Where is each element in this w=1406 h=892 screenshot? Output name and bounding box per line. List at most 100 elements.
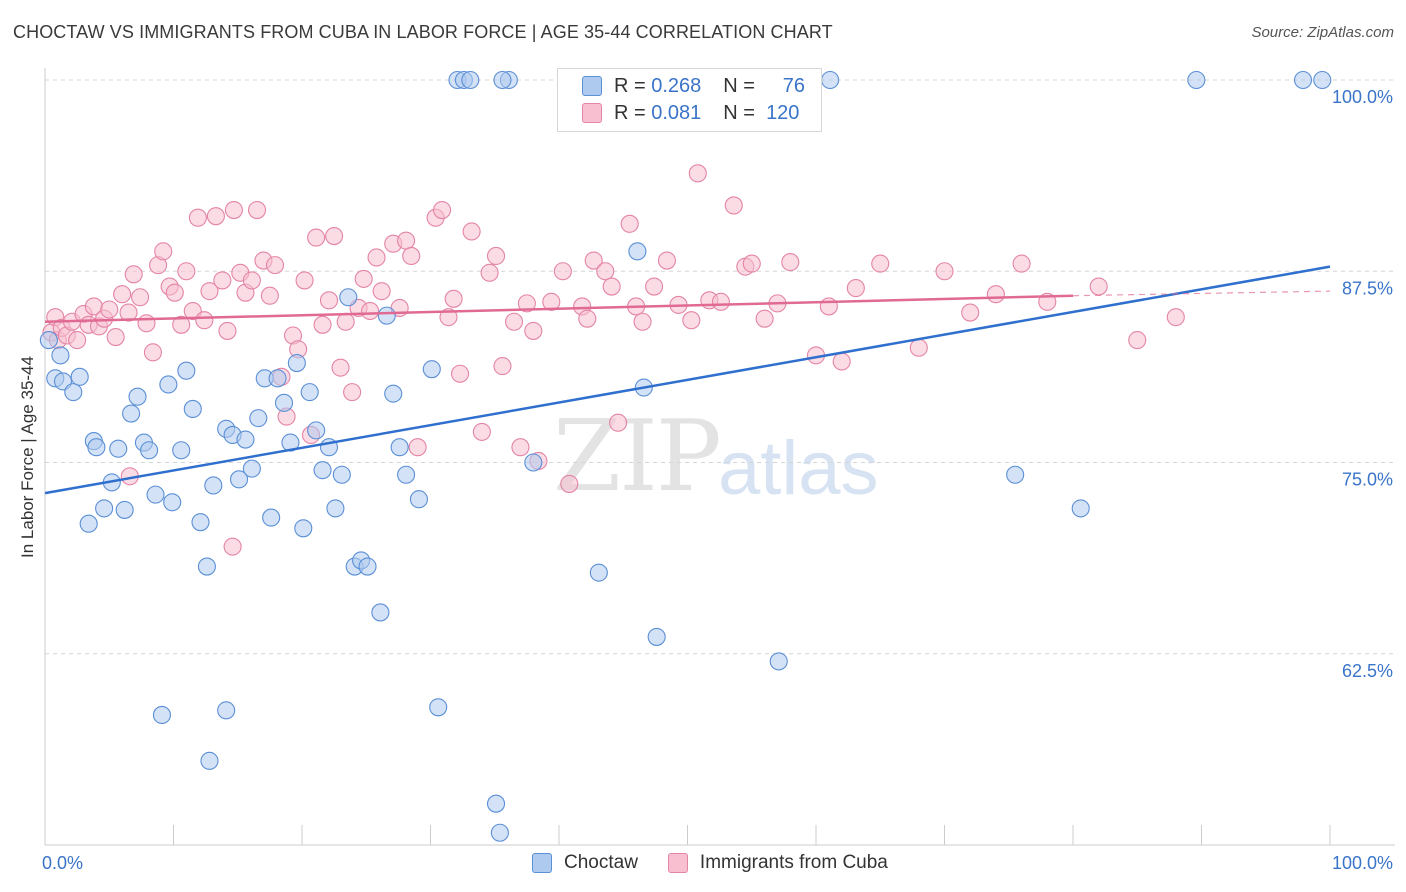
cuba-point — [688, 164, 707, 183]
choctaw-point — [589, 563, 608, 582]
cuba-point — [444, 289, 463, 308]
cuba-trend-line — [44, 294, 1074, 323]
cuba-point — [633, 312, 652, 331]
cuba-point — [331, 358, 350, 377]
cuba-point — [584, 251, 603, 270]
choctaw-point — [821, 70, 840, 90]
cuba-point — [1128, 331, 1147, 350]
cuba-point — [223, 537, 242, 556]
cuba-point — [781, 253, 800, 272]
cuba-point — [832, 352, 851, 371]
cuba-point — [935, 262, 954, 281]
cuba-point — [504, 312, 524, 331]
y-tick-label: 75.0% — [1342, 470, 1393, 490]
cuba-point — [367, 248, 386, 267]
cuba-point — [511, 438, 530, 457]
choctaw-point — [249, 409, 268, 428]
cuba-point — [1012, 254, 1031, 273]
choctaw-point — [197, 557, 216, 576]
cuba-point — [213, 271, 232, 290]
choctaw-point — [332, 465, 351, 484]
cuba-point — [682, 311, 701, 330]
cuba-point — [909, 338, 928, 357]
cuba-point — [361, 301, 380, 321]
choctaw-point — [236, 430, 255, 449]
n-label: N = — [723, 74, 755, 97]
choctaw-point — [115, 500, 134, 519]
choctaw-point — [51, 346, 70, 365]
cuba-point — [165, 283, 184, 302]
cuba-point — [542, 292, 561, 311]
choctaw-point — [79, 514, 98, 533]
cuba-point — [124, 265, 143, 284]
x-tick-label-min: 0.0% — [42, 853, 83, 873]
choctaw-point — [307, 421, 326, 440]
choctaw-point — [1006, 465, 1025, 484]
cuba-point — [319, 291, 339, 310]
cuba-point — [177, 262, 196, 281]
choctaw-point — [242, 459, 261, 478]
cuba-point — [755, 309, 774, 328]
cuba-point — [871, 254, 890, 273]
choctaw-point — [163, 493, 182, 512]
legend-item-choctaw[interactable]: Choctaw — [532, 852, 638, 874]
choctaw-point — [486, 794, 506, 813]
choctaw-point — [326, 499, 345, 518]
choctaw-point — [172, 441, 191, 460]
cuba-point — [961, 303, 980, 322]
cuba-point — [307, 228, 326, 247]
choctaw-point — [217, 701, 236, 720]
choctaw-point — [647, 627, 666, 646]
cuba-point — [336, 312, 355, 331]
cuba-swatch-icon — [582, 103, 602, 123]
choctaw-point — [371, 603, 390, 622]
cuba-swatch-icon — [667, 853, 688, 873]
cuba-point — [1166, 308, 1185, 327]
choctaw-point — [397, 465, 416, 484]
choctaw-point — [524, 453, 543, 472]
cuba-point — [472, 422, 491, 441]
choctaw-point — [177, 361, 196, 380]
r-value: 0.268 — [651, 74, 702, 97]
cuba-point — [354, 269, 373, 288]
cuba-point — [620, 214, 639, 233]
cuba-point — [578, 309, 597, 328]
choctaw-point — [274, 393, 294, 412]
choctaw-point — [191, 513, 210, 532]
cuba-point — [206, 207, 225, 226]
chart-title: CHOCTAW VS IMMIGRANTS FROM CUBA IN LABOR… — [13, 22, 833, 42]
choctaw-swatch-icon — [582, 76, 602, 96]
cuba-point — [325, 227, 344, 246]
cuba-point — [560, 474, 579, 493]
series-cuba-points — [42, 164, 1185, 556]
cuba-point — [224, 201, 243, 220]
legend-item-cuba[interactable]: Immigrants from Cuba — [667, 852, 888, 874]
cuba-point — [188, 208, 207, 227]
cuba-point — [711, 292, 730, 311]
choctaw-point — [152, 705, 171, 725]
source-label: Source: ZipAtlas.com — [1251, 24, 1394, 41]
cuba-point — [408, 438, 427, 457]
cuba-point — [119, 303, 138, 322]
choctaw-point — [146, 485, 165, 504]
choctaw-point — [628, 242, 647, 261]
cuba-trend-extension — [1072, 290, 1331, 297]
x-tick-label-max: 100.0% — [1332, 853, 1393, 873]
tick-labels: 62.5% 75.0% 87.5% 100.0% 0.0% 100.0% — [42, 87, 1393, 873]
cuba-point — [439, 308, 458, 327]
watermark-zip: ZIP — [553, 400, 722, 514]
n-label: N = — [723, 101, 755, 124]
choctaw-point — [1071, 499, 1090, 518]
choctaw-trend-line — [44, 265, 1331, 495]
r-label: R = — [614, 101, 646, 124]
choctaw-point — [384, 384, 403, 403]
cuba-point — [343, 383, 362, 402]
y-tick-label: 100.0% — [1332, 87, 1393, 107]
correlation-legend: R = 0.268 N = 76 R = 0.081 N = 120 — [557, 68, 822, 132]
cuba-point — [517, 294, 536, 313]
legend-label-cuba: Immigrants from Cuba — [699, 852, 888, 873]
cuba-point — [596, 262, 615, 281]
cuba-point — [195, 311, 214, 330]
cuba-point — [154, 242, 173, 261]
